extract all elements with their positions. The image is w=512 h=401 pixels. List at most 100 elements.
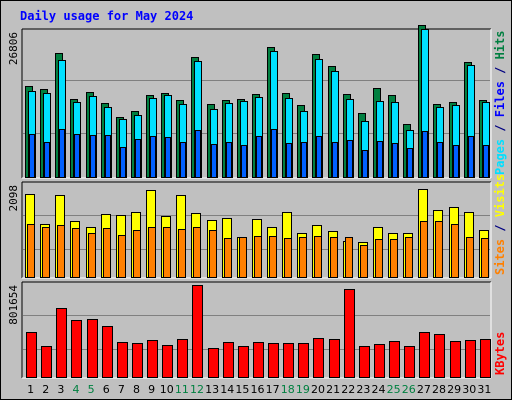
x-tick-label: 5 [88,383,95,396]
bar-pages-day-29 [453,145,459,178]
bar-sites-day-9 [148,227,156,278]
bar-sites-day-21 [330,237,338,278]
bar-sites-day-31 [481,238,489,278]
bar-sites-day-18 [284,238,292,278]
bar-sites-day-16 [254,236,262,278]
x-tick-label: 1 [27,383,34,396]
x-tick-label: 26 [402,383,416,396]
x-tick-label: 21 [326,383,340,396]
bar-pages-day-15 [241,145,247,178]
bar-sites-day-4 [72,228,80,278]
panel-kbytes-max-label: 801654 [7,285,20,325]
bar-pages-day-21 [332,142,338,178]
bar-pages-day-7 [120,147,126,178]
panel-pages-files-hits-max-label: 26806 [7,32,20,65]
x-tick-label: 8 [133,383,140,396]
x-tick-label: 30 [462,383,476,396]
bar-kbytes-day-15 [238,346,249,378]
bar-sites-day-20 [314,236,322,278]
x-tick-label: 27 [417,383,431,396]
bar-sites-day-14 [224,238,232,278]
bar-pages-day-14 [226,142,232,178]
panel-kbytes-bars [26,285,491,378]
x-tick-label: 16 [251,383,265,396]
bar-pages-day-5 [90,135,96,178]
bar-sites-day-28 [435,221,443,278]
x-tick-label: 20 [311,383,325,396]
x-tick-label: 3 [57,383,64,396]
bar-sites-day-15 [239,237,247,278]
bar-kbytes-day-14 [223,342,234,378]
bar-pages-day-10 [165,137,171,178]
bar-kbytes-day-17 [268,343,279,378]
bar-pages-day-8 [135,139,141,178]
bar-pages-day-27 [422,131,428,178]
bar-sites-day-25 [390,239,398,278]
bar-pages-day-22 [347,140,353,178]
bar-sites-day-22 [345,237,353,278]
bar-sites-day-24 [375,239,383,278]
bar-kbytes-day-12 [192,285,203,378]
x-tick-label: 22 [341,383,355,396]
bar-pages-day-25 [392,143,398,178]
bar-kbytes-day-2 [41,346,52,378]
bar-kbytes-day-5 [87,319,98,378]
bar-kbytes-day-28 [434,334,445,378]
bar-kbytes-day-10 [162,345,173,378]
bar-sites-day-2 [42,227,50,278]
bar-sites-day-12 [193,227,201,278]
bar-pages-day-9 [150,136,156,178]
bar-sites-day-23 [360,245,368,278]
bar-pages-day-16 [256,136,262,178]
x-tick-label: 18 [281,383,295,396]
x-tick-label: 29 [447,383,461,396]
bar-kbytes-day-7 [117,342,128,378]
x-tick-label: 2 [42,383,49,396]
bar-kbytes-day-22 [344,289,355,378]
bar-kbytes-day-1 [26,332,37,378]
bar-sites-day-6 [103,228,111,278]
panel-pages-files-hits-bars [25,25,490,178]
bar-sites-day-10 [163,227,171,278]
panel-sites-visits-bars [25,189,489,278]
bar-kbytes-day-25 [389,341,400,378]
bar-kbytes-day-13 [208,348,219,378]
bar-sites-day-13 [209,230,217,278]
panel-pages-files-hits-legend: Pages / Files / Hits [493,30,507,175]
x-tick-label: 12 [190,383,204,396]
bar-pages-day-20 [316,136,322,178]
bar-sites-day-26 [405,237,413,278]
bar-sites-day-30 [466,237,474,278]
panel-kbytes-legend: KBytes [493,332,507,375]
x-tick-label: 14 [220,383,234,396]
x-tick-label: 31 [477,383,491,396]
x-tick-label: 24 [372,383,386,396]
bar-pages-day-3 [59,129,65,178]
bar-kbytes-day-4 [71,320,82,378]
bar-kbytes-day-21 [329,339,340,378]
bar-kbytes-day-30 [465,340,476,378]
bar-pages-day-17 [271,129,277,178]
x-tick-label: 23 [356,383,370,396]
bar-sites-day-27 [420,221,428,278]
bar-kbytes-day-23 [359,346,370,378]
bar-sites-day-3 [57,225,65,278]
bar-kbytes-day-8 [132,343,143,378]
x-tick-label: 17 [266,383,280,396]
bar-kbytes-day-20 [313,338,324,378]
bar-pages-day-28 [437,142,443,178]
x-tick-label: 25 [387,383,401,396]
bar-pages-day-13 [211,144,217,178]
x-tick-label: 19 [296,383,310,396]
x-tick-label: 7 [118,383,125,396]
x-tick-label: 9 [148,383,155,396]
bar-sites-day-19 [299,237,307,278]
bar-pages-day-18 [286,143,292,178]
bar-pages-day-2 [44,142,50,178]
bar-sites-day-8 [133,230,141,278]
bar-pages-day-6 [105,135,111,178]
bar-pages-day-30 [468,136,474,178]
bar-kbytes-day-24 [374,344,385,378]
